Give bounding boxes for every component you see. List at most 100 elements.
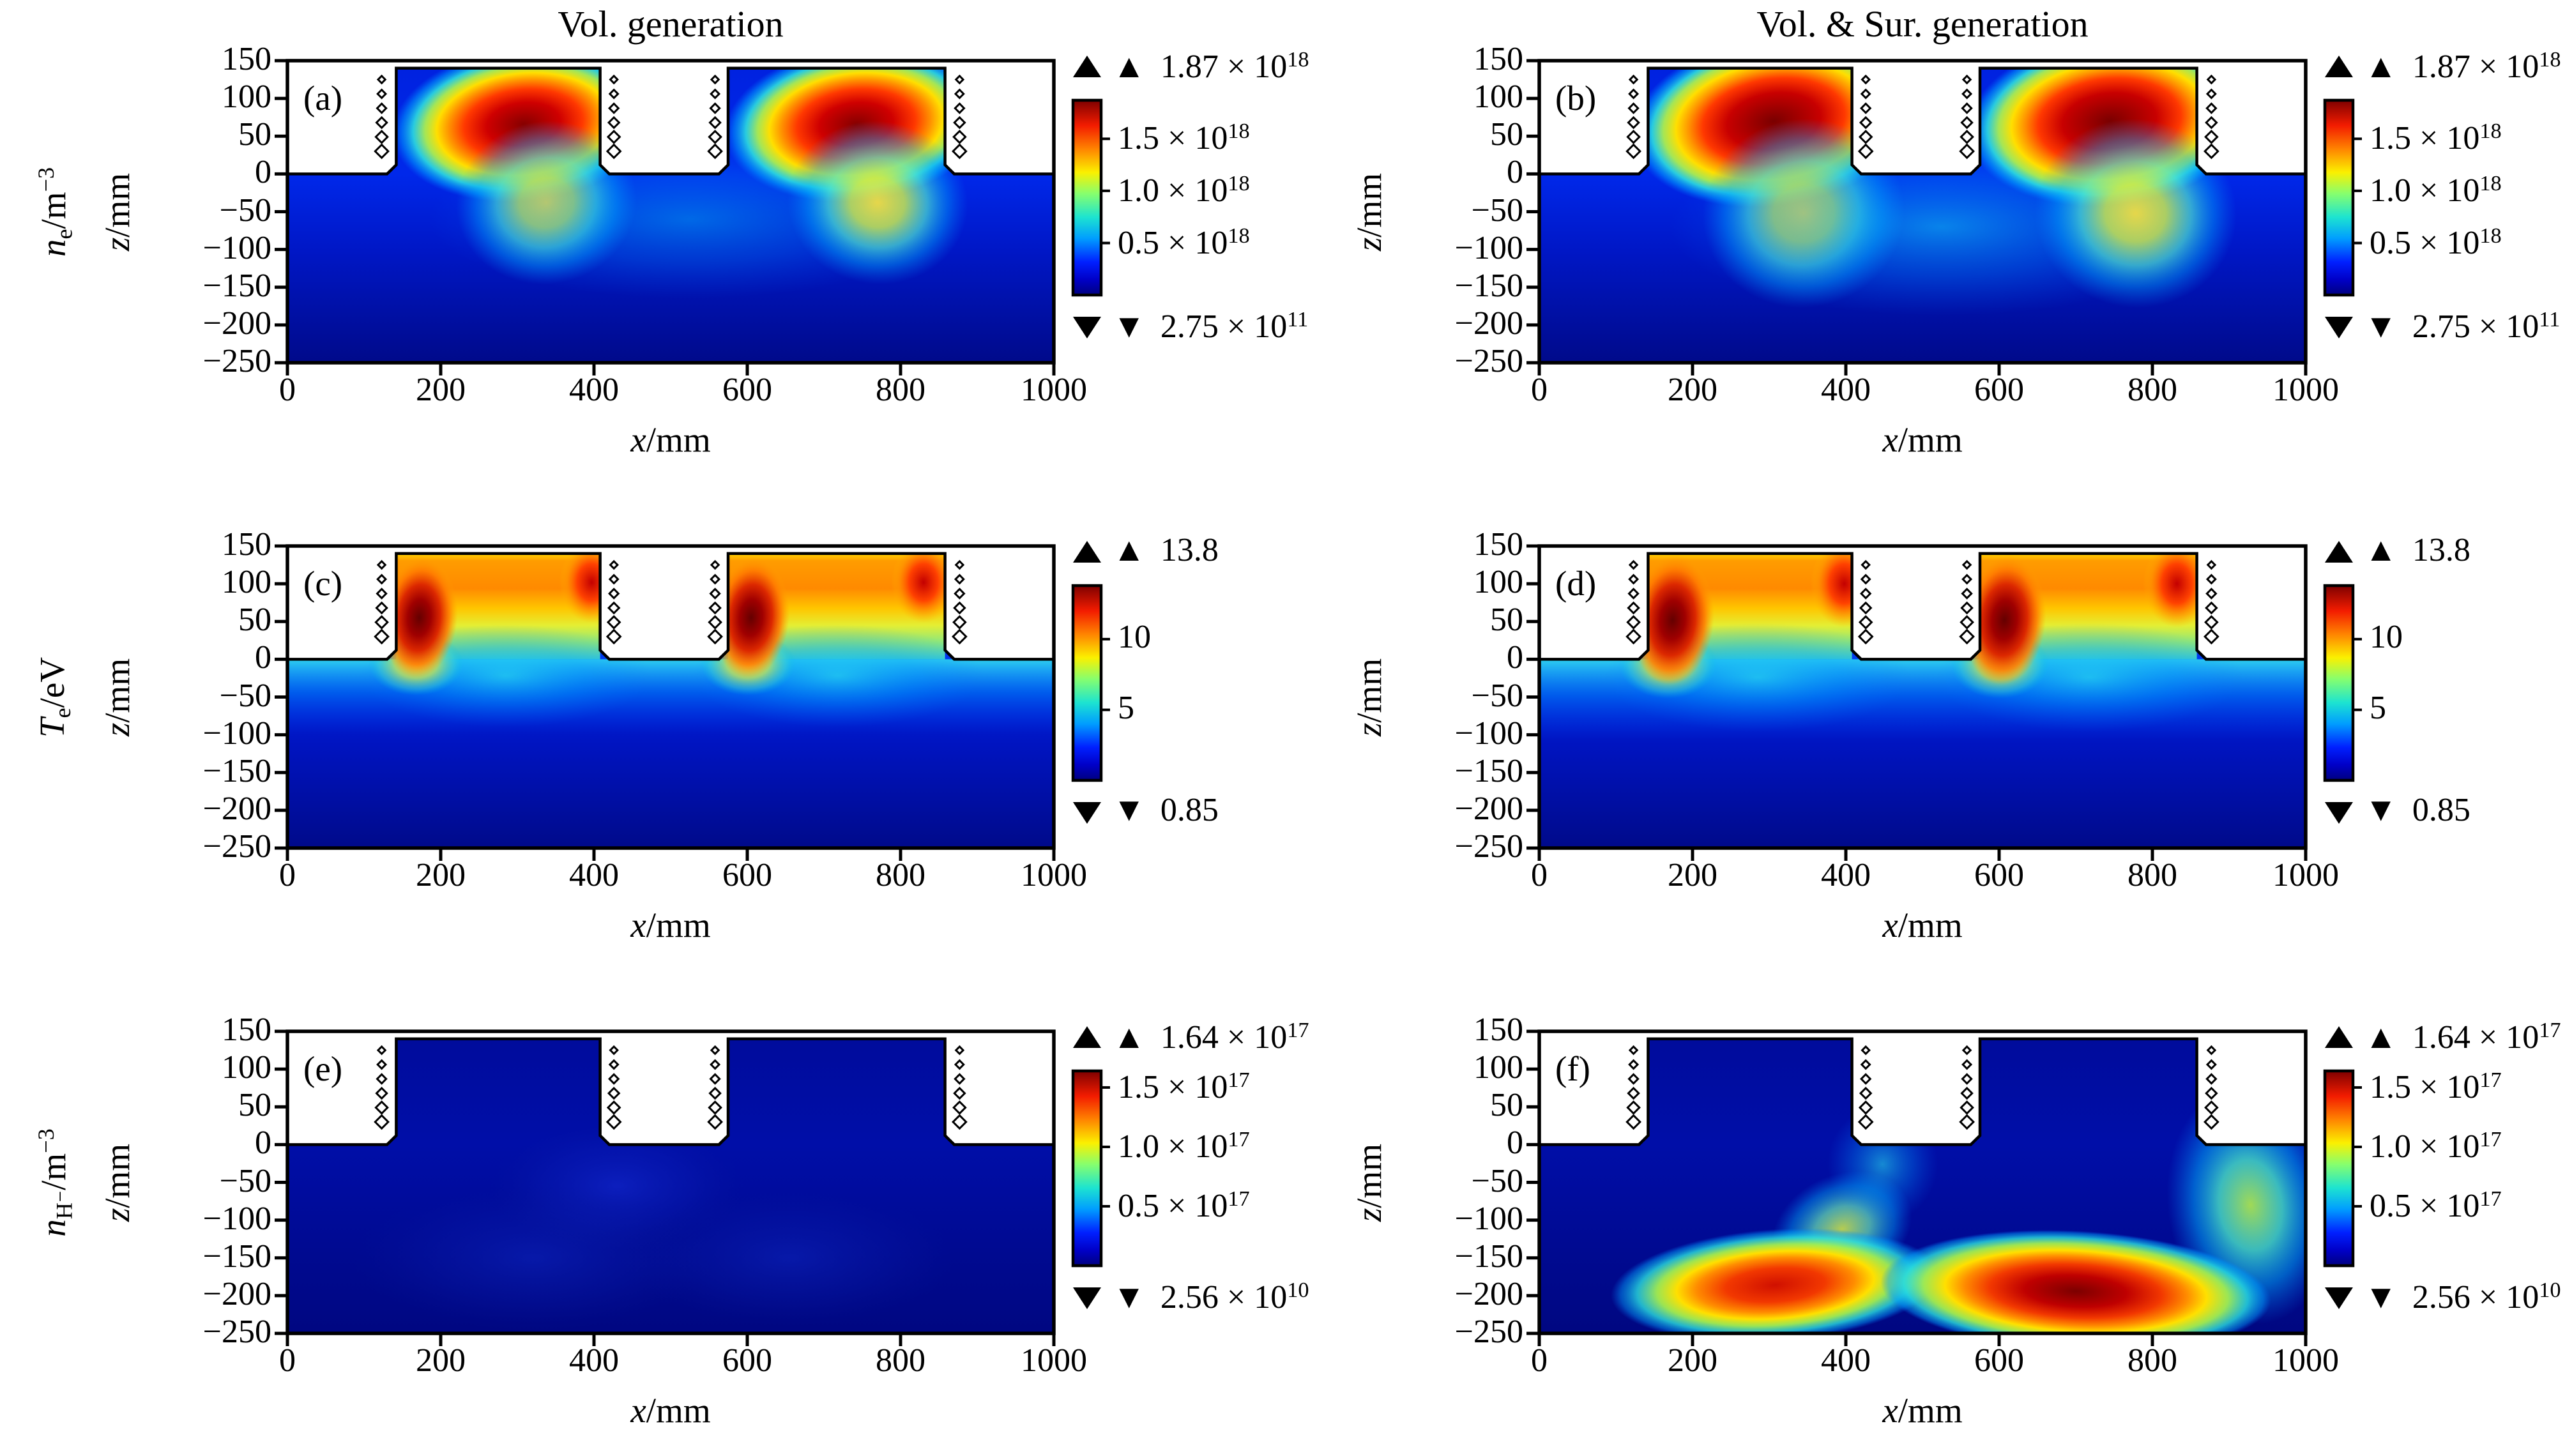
- heatmap-layer: [1611, 1086, 2306, 1333]
- z-tick-label: −150: [202, 267, 271, 304]
- z-tick-label: 50: [1490, 116, 1523, 153]
- colorbar-min-label: ▼ 0.85: [1113, 792, 1219, 828]
- colorbar-tick-label: 5: [2370, 689, 2386, 726]
- heat-blob: [891, 553, 956, 623]
- panel-label: (b): [1555, 79, 1597, 118]
- magnet-diamond-icon: [2205, 88, 2217, 100]
- colorbar-tick-label: 10: [1118, 618, 1151, 655]
- colorbar-tick-label: 0.5 × 1017: [2370, 1186, 2502, 1225]
- magnet-diamond-icon: [1628, 573, 1640, 585]
- magnet-diamond-icon: [2205, 116, 2218, 130]
- x-tick-label: 0: [279, 1342, 296, 1379]
- magnet-diamond-icon: [952, 615, 967, 630]
- x-tick-label: 0: [279, 857, 296, 893]
- magnet-diamond-icon: [1959, 143, 1975, 160]
- magnet-diamond-icon: [953, 116, 966, 130]
- z-tick-label: 0: [1507, 639, 1523, 676]
- magnet-diamond-icon: [1627, 601, 1640, 615]
- x-tick-label: 800: [876, 1342, 925, 1379]
- magnet-diamond-icon: [608, 88, 620, 100]
- magnet-diamond-icon: [954, 88, 965, 100]
- magnet-diamond-icon: [954, 1045, 965, 1056]
- colorbar-gradient: [1071, 98, 1103, 297]
- z-tick-label: −150: [1454, 267, 1523, 304]
- magnet-diamond-icon: [1961, 559, 1972, 570]
- z-tick-label: 0: [255, 154, 271, 191]
- colorbar: [2323, 1026, 2362, 1309]
- magnet-diamond-icon: [954, 1073, 966, 1085]
- z-tick-label: −200: [1454, 790, 1523, 827]
- heatmap-layer: [392, 68, 988, 299]
- colorbar-max-label: ▲ 1.87 × 1018: [1113, 47, 1309, 86]
- z-tick-label: −150: [202, 1238, 271, 1275]
- z-tick-label: 50: [1490, 1087, 1523, 1124]
- magnet-diamond-icon: [953, 601, 966, 615]
- magnet-diamond-icon: [954, 588, 966, 600]
- heat-blob: [1880, 1229, 2271, 1333]
- x-tick-label: 1000: [1021, 1342, 1087, 1379]
- magnet-diamond-icon: [376, 1059, 388, 1070]
- z-tick-label: −100: [202, 1200, 271, 1237]
- magnet-diamond-icon: [1861, 74, 1871, 85]
- panel-d: [1526, 541, 2362, 861]
- magnet-diamond-icon: [2205, 601, 2218, 615]
- z-tick-label: −50: [219, 677, 271, 714]
- colorbar-gradient: [2323, 584, 2355, 782]
- colorbar-min-label: ▼ 2.56 × 1010: [2364, 1278, 2561, 1316]
- x-tick-label: 400: [1821, 857, 1871, 893]
- x-tick-label: 600: [722, 1342, 772, 1379]
- x-tick-label: 600: [1974, 857, 2024, 893]
- colorbar-upper-triangle-icon: [2325, 541, 2353, 563]
- x-axis-title: x/mm: [630, 906, 711, 944]
- magnet-diamond-icon: [1860, 573, 1871, 585]
- z-tick-label: 50: [1490, 602, 1523, 639]
- magnet-diamond-icon: [374, 628, 390, 645]
- colorbar-max-label: ▲ 1.64 × 1017: [1113, 1018, 1309, 1056]
- z-tick-label: −250: [1454, 828, 1523, 865]
- magnet-diamond-icon: [605, 143, 622, 160]
- colorbar-min-label: ▼ 2.56 × 1010: [1113, 1278, 1309, 1316]
- magnet-diamond-icon: [2203, 143, 2219, 160]
- magnet-diamond-icon: [376, 573, 388, 585]
- magnet-diamond-icon: [1628, 1059, 1640, 1070]
- z-tick-label: −200: [202, 1275, 271, 1312]
- magnet-diamond-icon: [953, 1086, 966, 1100]
- magnet-diamond-icon: [2206, 559, 2217, 570]
- colorbar-upper-triangle-icon: [1073, 56, 1101, 77]
- heatmap-layer: [1632, 68, 2252, 316]
- magnet-diamond-icon: [1628, 74, 1639, 85]
- colorbar-tick-label: 0.5 × 1018: [2370, 223, 2502, 261]
- z-tick-label: 150: [1473, 1012, 1523, 1048]
- magnet-diamond-icon: [2205, 588, 2218, 600]
- x-tick-label: 400: [1821, 1342, 1871, 1379]
- magnet-diamond-icon: [607, 1086, 621, 1100]
- z-tick-label: 100: [222, 79, 271, 116]
- magnet-diamond-icon: [708, 615, 722, 630]
- magnet-diamond-icon: [1625, 628, 1641, 645]
- magnet-diamond-icon: [1961, 88, 1973, 100]
- x-axis-title: x/mm: [1882, 906, 1963, 944]
- magnet-diamond-icon: [1961, 1045, 1972, 1056]
- colorbar-gradient: [1071, 1069, 1103, 1268]
- magnet-diamond-icon: [707, 143, 723, 160]
- z-tick-label: −150: [1454, 752, 1523, 789]
- z-tick-label: −200: [202, 790, 271, 827]
- magnet-diamond-icon: [1627, 1073, 1640, 1085]
- colorbar-max-label: ▲ 13.8: [1113, 532, 1219, 568]
- magnet-diamond-icon: [2205, 573, 2217, 585]
- colorbar-tick-label: 1.0 × 1017: [2370, 1126, 2502, 1165]
- z-tick-label: 150: [1473, 41, 1523, 77]
- magnet-diamond-icon: [954, 102, 966, 114]
- magnet-diamond-icon: [954, 559, 965, 570]
- magnet-diamond-icon: [1625, 143, 1641, 160]
- magnet-diamond-icon: [708, 130, 722, 144]
- z-tick-label: −50: [219, 1162, 271, 1199]
- heatmap-layer: [1539, 553, 2306, 741]
- heat-blob: [2034, 118, 2237, 308]
- z-tick-label: −250: [202, 828, 271, 865]
- magnet-diamond-icon: [2205, 1059, 2217, 1070]
- x-axis-title: x/mm: [630, 1391, 711, 1430]
- magnet-diamond-icon: [952, 143, 968, 160]
- colorbar-min-label: ▼ 0.85: [2364, 792, 2470, 828]
